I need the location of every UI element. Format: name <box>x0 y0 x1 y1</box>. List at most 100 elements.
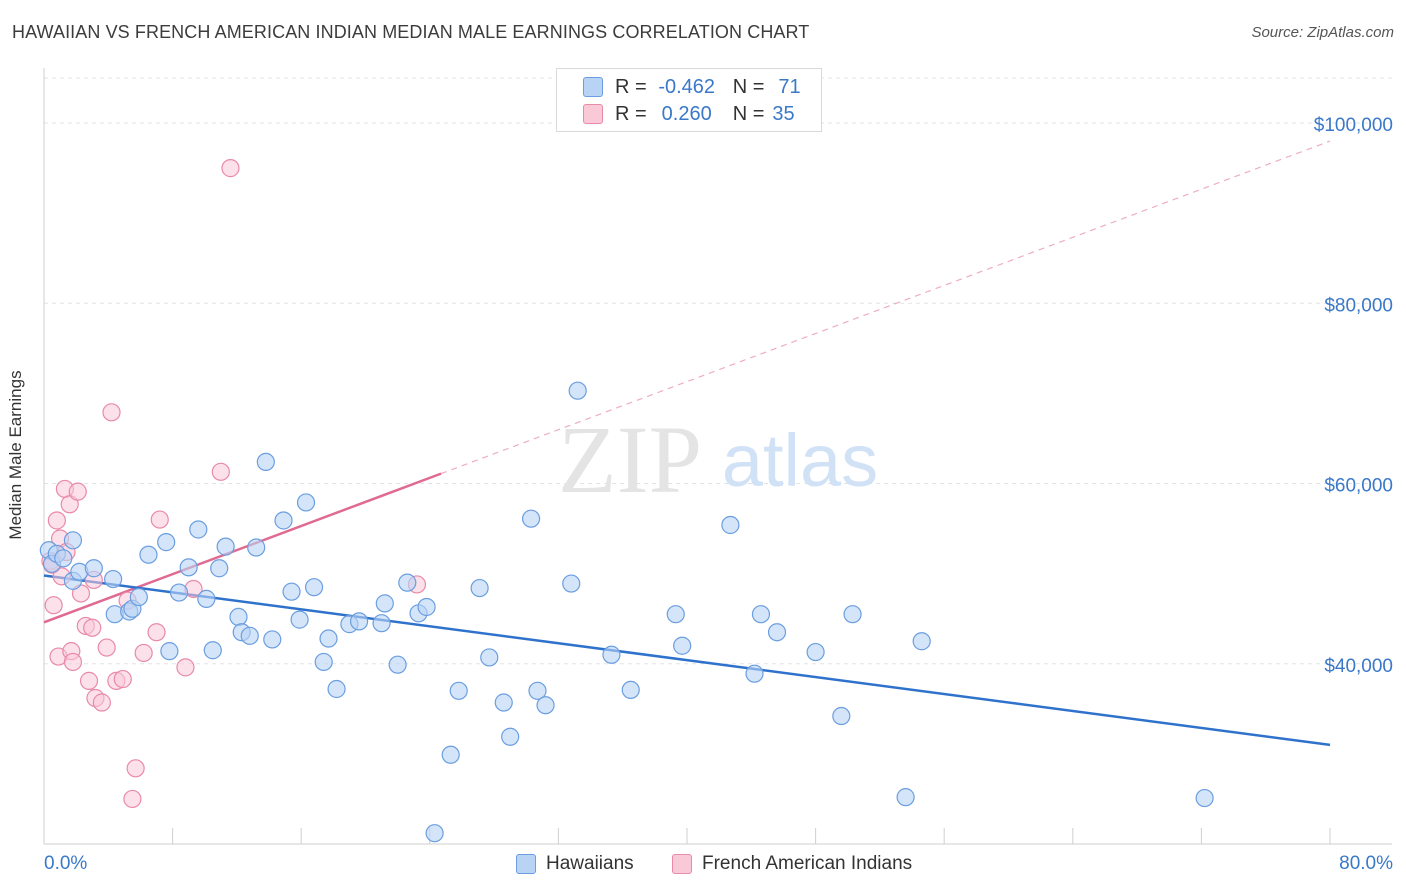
x-tick-label-max: 80.0% <box>1339 853 1393 874</box>
french-data-point <box>83 618 102 637</box>
bottom-legend-french: French American Indians <box>672 852 912 876</box>
hawaiian-data-point <box>621 680 640 699</box>
french-data-point <box>147 623 166 642</box>
hawaiian-data-point <box>1195 788 1214 808</box>
french-data-point <box>47 511 66 530</box>
trend-lines <box>43 140 1331 747</box>
hawaiian-data-point <box>562 574 581 593</box>
hawaiian-data-point <box>721 515 740 535</box>
hawaiian-data-point <box>139 545 158 564</box>
french-data-point <box>123 789 142 809</box>
hawaiian-data-point <box>304 578 324 597</box>
hawaiian-data-point <box>290 610 309 629</box>
hawaiian-data-point <box>745 664 764 683</box>
watermark-zip: ZIP <box>558 406 702 513</box>
french-data-point <box>150 510 169 529</box>
legend-n-value-french: 35 <box>772 102 795 125</box>
hawaiian-data-point <box>274 511 293 530</box>
hawaiian-data-point <box>240 626 259 645</box>
french-data-point <box>79 671 99 690</box>
hawaiian-data-point <box>417 597 436 617</box>
french-data-point <box>92 693 111 712</box>
grid-lines <box>44 77 1392 665</box>
legend-n-value-hawaiians: 71 <box>778 75 801 98</box>
legend-r-value-french: 0.260 <box>661 102 712 125</box>
watermark: ZIP atlas <box>558 406 878 513</box>
hawaiian-data-point <box>480 648 499 667</box>
legend-r-label: R = <box>615 102 647 125</box>
hawaiian-data-point <box>666 605 685 624</box>
hawaiian-data-point <box>296 493 316 512</box>
hawaiian-data-point <box>528 681 547 700</box>
french-data-point <box>126 759 145 778</box>
legend-row-french: R = 0.260 N = 35 <box>583 102 795 126</box>
hawaiian-data-point <box>129 587 148 607</box>
hawaiian-data-point <box>203 641 222 660</box>
hawaiian-data-point <box>157 533 176 552</box>
french-data-point <box>221 159 240 178</box>
bottom-legend-swatch-french <box>672 854 692 874</box>
source-label: Source: ZipAtlas.com <box>1251 24 1394 41</box>
hawaiian-data-point <box>84 559 103 578</box>
chart-title: HAWAIIAN VS FRENCH AMERICAN INDIAN MEDIA… <box>12 22 810 42</box>
french-data-point <box>68 482 87 501</box>
hawaiian-data-point <box>197 589 216 608</box>
correlation-legend: R = -0.462 N = 71 R = 0.260 N = 35 <box>556 68 822 132</box>
hawaiian-data-point <box>160 642 179 661</box>
hawaiian-data-point <box>501 727 520 746</box>
hawaiian-data-point <box>189 520 208 539</box>
x-tick-label-min: 0.0% <box>44 853 87 874</box>
french-trend-line-extension <box>440 140 1331 475</box>
hawaiian-data-point <box>372 614 391 633</box>
hawaiian-data-point <box>263 630 282 649</box>
hawaiian-trend-line <box>43 574 1331 747</box>
hawaiian-data-point <box>441 745 460 764</box>
hawaiians-points <box>39 381 1214 843</box>
hawaiian-data-point <box>425 824 444 843</box>
legend-r-value-hawaiians: -0.462 <box>658 75 716 98</box>
french-data-point <box>102 403 121 422</box>
hawaiian-data-point <box>832 706 851 726</box>
y-tick-label: $80,000 <box>1324 295 1393 316</box>
bottom-legend-label-hawaiians: Hawaiians <box>546 853 634 874</box>
hawaiian-data-point <box>896 788 915 807</box>
hawaiian-data-point <box>568 381 587 400</box>
hawaiian-data-point <box>912 632 931 651</box>
watermark-atlas: atlas <box>722 419 878 502</box>
french-data-point <box>134 643 153 663</box>
hawaiian-data-point <box>602 645 621 664</box>
hawaiian-data-point <box>449 681 468 700</box>
hawaiian-data-point <box>843 605 862 624</box>
legend-n-label: N = <box>732 75 765 98</box>
hawaiian-data-point <box>470 578 489 598</box>
french-trend-line <box>43 472 442 624</box>
hawaiian-data-point <box>319 629 338 648</box>
hawaiian-data-point <box>63 531 83 550</box>
hawaiian-data-point <box>767 623 787 642</box>
french-data-point <box>97 638 116 657</box>
hawaiian-data-point <box>216 537 235 556</box>
hawaiian-data-point <box>327 679 346 699</box>
hawaiian-data-point <box>388 655 407 674</box>
legend-n-label: N = <box>732 102 765 125</box>
hawaiian-data-point <box>282 582 301 601</box>
hawaiian-data-point <box>169 583 189 602</box>
hawaiian-data-point <box>751 605 771 624</box>
bottom-legend-label-french: French American Indians <box>702 853 913 874</box>
axes <box>43 68 1392 845</box>
hawaiian-data-point <box>314 652 333 672</box>
y-tick-label: $40,000 <box>1324 656 1393 677</box>
hawaiian-data-point <box>375 594 394 613</box>
french-data-point <box>176 658 195 677</box>
legend-row-hawaiians: R = -0.462 N = 71 <box>583 75 801 99</box>
hawaiian-data-point <box>104 569 123 589</box>
bottom-legend-hawaiians: Hawaiians <box>516 852 634 876</box>
legend-swatch-hawaiians <box>583 77 603 97</box>
hawaiian-data-point <box>179 558 198 577</box>
hawaiian-data-point <box>806 642 825 662</box>
hawaiian-data-point <box>494 693 513 712</box>
hawaiian-data-point <box>536 696 555 715</box>
bottom-legend-swatch-hawaiians <box>516 854 536 874</box>
hawaiian-data-point <box>521 509 541 528</box>
hawaiian-data-point <box>398 573 417 592</box>
